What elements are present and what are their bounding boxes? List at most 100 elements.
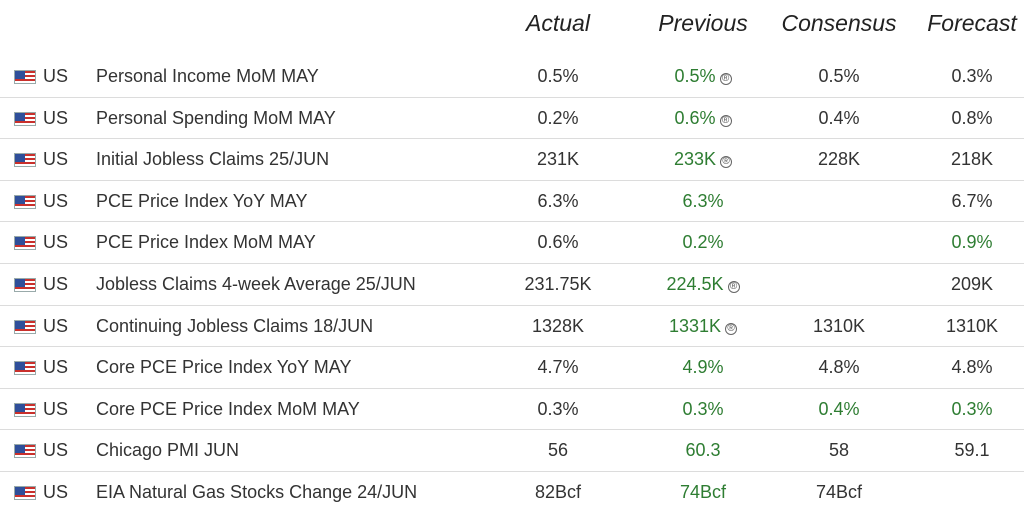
consensus-value: 58 <box>828 440 850 461</box>
table-row[interactable]: US Jobless Claims 4-week Average 25/JUN 23… <box>0 264 1024 306</box>
table-body: US Personal Income MoM MAY 0.5% 0.5% ® 0.5% 0.… <box>0 56 1024 514</box>
forecast-value: 0.3% <box>951 66 993 86</box>
consensus-value: 4.8% <box>818 357 860 378</box>
previous-value-text: 60.3 <box>685 440 721 461</box>
table-row[interactable]: US Initial Jobless Claims 25/JUN 231K 233K ®… <box>0 139 1024 181</box>
actual-value: 231K <box>536 149 580 170</box>
table-row[interactable]: US Personal Income MoM MAY 0.5% 0.5% ® 0.5% 0.… <box>0 56 1024 98</box>
consensus-value: 1310K <box>812 315 866 336</box>
previous-value: 0.5% ® <box>640 56 766 97</box>
country-code: US <box>43 481 69 502</box>
forecast-value: 0.9% <box>951 232 993 253</box>
column-header-previous: Previous <box>658 10 748 36</box>
consensus-value <box>780 181 898 222</box>
previous-value: 1331K ® <box>640 306 766 347</box>
actual-value: 0.6% <box>537 232 579 253</box>
actual-value: 82Bcf <box>534 481 582 502</box>
country-code: US <box>43 107 69 128</box>
actual-value: 1328K <box>531 315 585 336</box>
event-name: Jobless Claims 4-week Average 25/JUN <box>96 273 416 294</box>
actual-value: 4.7% <box>537 357 579 378</box>
table-row[interactable]: US Chicago PMI JUN 56 60.3 58 59.1 <box>0 430 1024 472</box>
us-flag-icon <box>14 70 36 84</box>
event-name: Initial Jobless Claims 25/JUN <box>96 149 330 170</box>
revised-icon[interactable]: ® <box>727 280 740 293</box>
revised-icon[interactable]: ® <box>720 156 733 169</box>
event-name: Core PCE Price Index YoY MAY <box>96 357 352 378</box>
event-name: Continuing Jobless Claims 18/JUN <box>96 315 374 336</box>
actual-value: 56 <box>547 440 569 461</box>
revised-icon[interactable]: ® <box>719 114 732 127</box>
us-flag-icon <box>14 153 36 168</box>
forecast-value: 6.7% <box>951 190 993 211</box>
consensus-value <box>780 264 898 305</box>
country-code: US <box>43 357 69 378</box>
previous-value: 60.3 <box>640 430 766 471</box>
consensus-value: 0.4% <box>818 398 860 419</box>
us-flag-icon <box>14 277 36 292</box>
event-name: EIA Natural Gas Stocks Change 24/JUN <box>96 481 418 502</box>
event-name: Core PCE Price Index MoM MAY <box>96 398 360 419</box>
actual-value: 0.5% <box>537 66 579 86</box>
country-code: US <box>43 149 69 170</box>
previous-value-text: 233K <box>673 149 717 170</box>
previous-value: 224.5K ® <box>640 264 766 305</box>
table-row[interactable]: US Continuing Jobless Claims 18/JUN 1328K 1… <box>0 306 1024 348</box>
us-flag-icon <box>14 444 36 459</box>
previous-value: 233K ® <box>640 139 766 180</box>
table-header: Actual Previous Consensus Forecast <box>0 0 1024 56</box>
actual-value: 231.75K <box>524 273 592 294</box>
forecast-value: 1310K <box>945 315 999 336</box>
forecast-value: 59.1 <box>954 440 990 461</box>
country-code: US <box>43 190 69 211</box>
table-row[interactable]: US PCE Price Index YoY MAY 6.3% 6.3% 6.7% <box>0 181 1024 223</box>
actual-value: 0.3% <box>537 398 579 419</box>
us-flag-icon <box>14 402 36 417</box>
us-flag-icon <box>14 194 36 209</box>
us-flag-icon <box>14 236 36 251</box>
previous-value: 0.3% <box>640 389 766 430</box>
country-code: US <box>43 398 69 419</box>
previous-value-text: 0.3% <box>682 398 724 419</box>
consensus-value: 0.5% <box>818 66 860 86</box>
forecast-value <box>914 472 1024 513</box>
consensus-value: 0.4% <box>818 107 860 128</box>
actual-value: 6.3% <box>537 190 579 211</box>
event-name: Personal Income MoM MAY <box>96 66 319 86</box>
revised-icon[interactable]: ® <box>725 322 738 335</box>
country-code: US <box>43 66 69 86</box>
table-row[interactable]: US Personal Spending MoM MAY 0.2% 0.6% ® 0.4%… <box>0 98 1024 140</box>
previous-value-text: 0.5% <box>674 66 716 86</box>
previous-value-text: 4.9% <box>682 357 724 378</box>
us-flag-icon <box>14 485 36 500</box>
forecast-value: 209K <box>950 273 994 294</box>
forecast-value: 4.8% <box>951 357 993 378</box>
country-code: US <box>43 273 69 294</box>
table-row[interactable]: US EIA Natural Gas Stocks Change 24/JUN 82… <box>0 472 1024 514</box>
consensus-value: 228K <box>817 149 861 170</box>
table-row[interactable]: US Core PCE Price Index MoM MAY 0.3% 0.3% 0.… <box>0 389 1024 431</box>
us-flag-icon <box>14 111 36 126</box>
revised-icon[interactable]: ® <box>719 73 732 85</box>
previous-value: 4.9% <box>640 347 766 388</box>
country-code: US <box>43 440 69 461</box>
forecast-value: 0.8% <box>951 107 993 128</box>
previous-value-text: 224.5K <box>666 273 724 294</box>
previous-value: 6.3% <box>640 181 766 222</box>
country-code: US <box>43 315 69 336</box>
table-row[interactable]: US Core PCE Price Index YoY MAY 4.7% 4.9% 4.… <box>0 347 1024 389</box>
forecast-value: 0.3% <box>951 398 993 419</box>
previous-value: 0.6% ® <box>640 98 766 139</box>
us-flag-icon <box>14 319 36 334</box>
table-row[interactable]: US PCE Price Index MoM MAY 0.6% 0.2% 0.9% <box>0 222 1024 264</box>
consensus-value <box>780 222 898 263</box>
us-flag-icon <box>14 361 36 376</box>
column-header-consensus: Consensus <box>781 10 897 36</box>
column-header-actual: Actual <box>526 10 590 36</box>
actual-value: 0.2% <box>537 107 579 128</box>
country-code: US <box>43 232 69 253</box>
previous-value-text: 6.3% <box>682 190 724 211</box>
event-name: Chicago PMI JUN <box>96 440 240 461</box>
event-name: Personal Spending MoM MAY <box>96 107 336 128</box>
